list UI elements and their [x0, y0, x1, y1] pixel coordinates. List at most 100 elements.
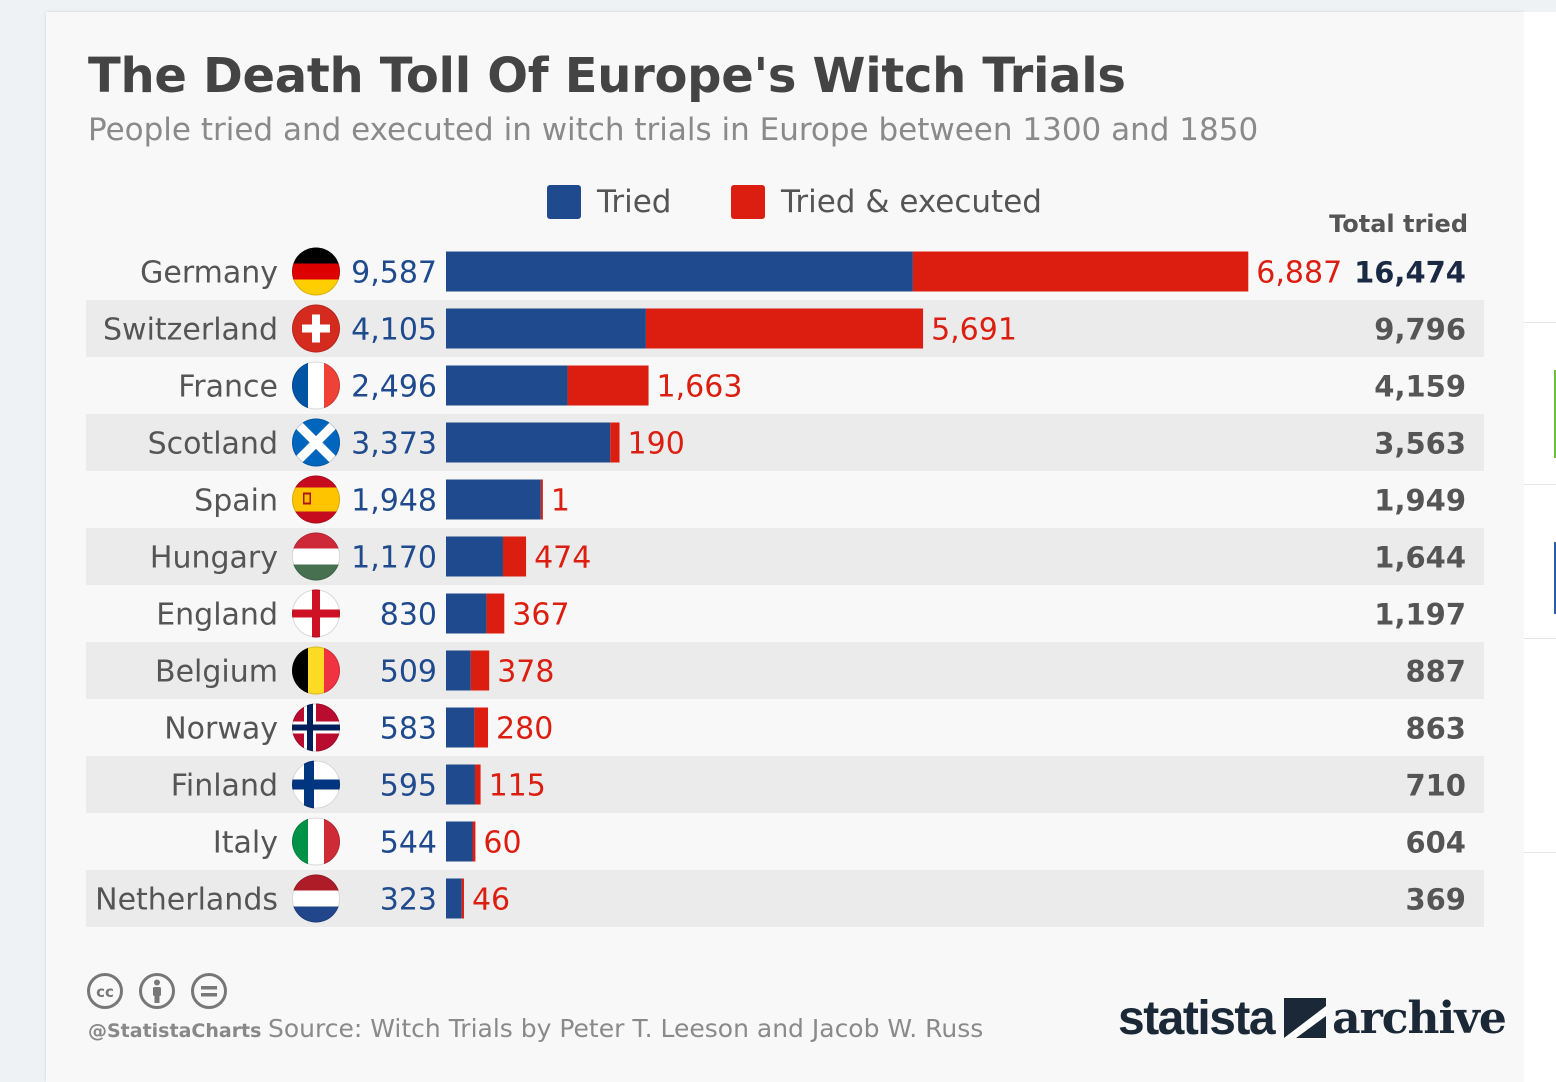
bar-executed: [470, 650, 490, 691]
italy-flag-icon: [292, 817, 340, 866]
country-label: Finland: [171, 769, 278, 804]
bar-executed: [474, 707, 489, 748]
total-value-label: 1,644: [1374, 541, 1466, 575]
country-label: Belgium: [155, 655, 278, 690]
bar-tried: [446, 650, 471, 691]
statista-archive-logo: statista archive: [1118, 988, 1507, 1048]
tried-value-label: 4,105: [351, 313, 437, 348]
bar-executed: [486, 593, 505, 634]
executed-value-label: 190: [628, 427, 685, 462]
country-label: Scotland: [148, 427, 278, 462]
legend-label-executed: Tried & executed: [781, 184, 1042, 220]
legend-executed: Tried & executed: [731, 182, 1042, 222]
country-label: Switzerland: [103, 313, 278, 348]
tried-value-label: 1,948: [351, 484, 437, 519]
bar-executed: [540, 479, 543, 520]
bar-tried: [446, 422, 611, 463]
statista-mark-icon: [1284, 998, 1327, 1038]
bar-tried: [446, 365, 568, 406]
total-value-label: 16,474: [1354, 256, 1466, 290]
total-value-label: 604: [1405, 826, 1466, 860]
bar-executed: [502, 536, 527, 577]
legend-tried: Tried: [547, 182, 672, 222]
finland-flag-icon: [292, 760, 340, 809]
england-flag-icon: [292, 589, 340, 638]
tried-value-label: 595: [380, 769, 437, 804]
tried-value-label: 9,587: [351, 256, 437, 291]
bar-executed: [645, 308, 924, 349]
tried-value-label: 544: [380, 826, 437, 861]
total-value-label: 3,563: [1374, 427, 1466, 461]
legend-label-tried: Tried: [597, 184, 672, 220]
bar-executed: [472, 821, 476, 862]
no-derivatives-icon: [191, 973, 227, 1009]
total-value-label: 887: [1405, 655, 1466, 689]
tried-value-label: 3,373: [351, 427, 437, 462]
green-accent: [1554, 370, 1556, 458]
country-label: England: [156, 598, 278, 633]
bar-tried: [446, 821, 473, 862]
executed-value-label: 5,691: [931, 313, 1017, 348]
executed-value-label: 60: [483, 826, 521, 861]
creative-commons-icon: cc: [87, 973, 123, 1009]
bar-tried: [446, 479, 541, 520]
bar-tried: [446, 764, 475, 805]
tried-value-label: 509: [380, 655, 437, 690]
executed-value-label: 367: [512, 598, 569, 633]
netherlands-flag-icon: [292, 874, 340, 923]
tried-value-label: 583: [380, 712, 437, 747]
sidebar-strip: [1524, 12, 1556, 1082]
country-label: Germany: [140, 256, 278, 291]
executed-value-label: 280: [496, 712, 553, 747]
tried-value-label: 1,170: [351, 541, 437, 576]
tried-value-label: 2,496: [351, 370, 437, 405]
executed-value-label: 474: [534, 541, 591, 576]
bar-tried: [446, 593, 487, 634]
tried-value-label: 323: [380, 883, 437, 918]
logo-statista: statista: [1118, 991, 1276, 1045]
switzerland-flag-icon: [292, 304, 340, 353]
germany-flag-icon: [292, 247, 340, 296]
total-value-label: 369: [1405, 883, 1466, 917]
scotland-flag-icon: [292, 418, 340, 467]
executed-value-label: 46: [472, 883, 510, 918]
divider: [1524, 638, 1556, 639]
executed-value-label: 1: [551, 484, 570, 519]
total-tried-header: Total tried: [1329, 210, 1468, 238]
france-flag-icon: [292, 361, 340, 410]
divider: [1524, 484, 1556, 485]
bar-tried: [446, 878, 462, 919]
spain-flag-icon: [292, 475, 340, 524]
country-label: Hungary: [150, 541, 278, 576]
bar-executed: [474, 764, 481, 805]
divider: [1524, 852, 1556, 853]
bar-tried: [446, 707, 475, 748]
tried-value-label: 830: [380, 598, 437, 633]
total-value-label: 1,949: [1374, 484, 1466, 518]
norway-flag-icon: [292, 703, 340, 752]
divider: [1524, 322, 1556, 323]
country-label: Netherlands: [95, 883, 278, 918]
bar-tried: [446, 308, 646, 349]
total-value-label: 1,197: [1374, 598, 1466, 632]
attribution-icon: [139, 973, 175, 1009]
executed-value-label: 378: [497, 655, 554, 690]
total-value-label: 710: [1405, 769, 1466, 803]
executed-value-label: 1,663: [657, 370, 743, 405]
blue-accent: [1554, 542, 1556, 614]
belgium-flag-icon: [292, 646, 340, 695]
bar-executed: [912, 251, 1249, 292]
total-value-label: 9,796: [1374, 313, 1466, 347]
country-label: Spain: [194, 484, 278, 519]
logo-archive: archive: [1332, 992, 1507, 1044]
legend-swatch-executed: [731, 185, 765, 219]
bar-tried: [446, 251, 913, 292]
statista-handle: @StatistaCharts: [88, 1020, 262, 1042]
bar-executed: [461, 878, 464, 919]
country-label: Norway: [164, 712, 278, 747]
total-value-label: 863: [1405, 712, 1466, 746]
bar-executed: [567, 365, 649, 406]
country-label: France: [178, 370, 278, 405]
legend-swatch-tried: [547, 185, 581, 219]
